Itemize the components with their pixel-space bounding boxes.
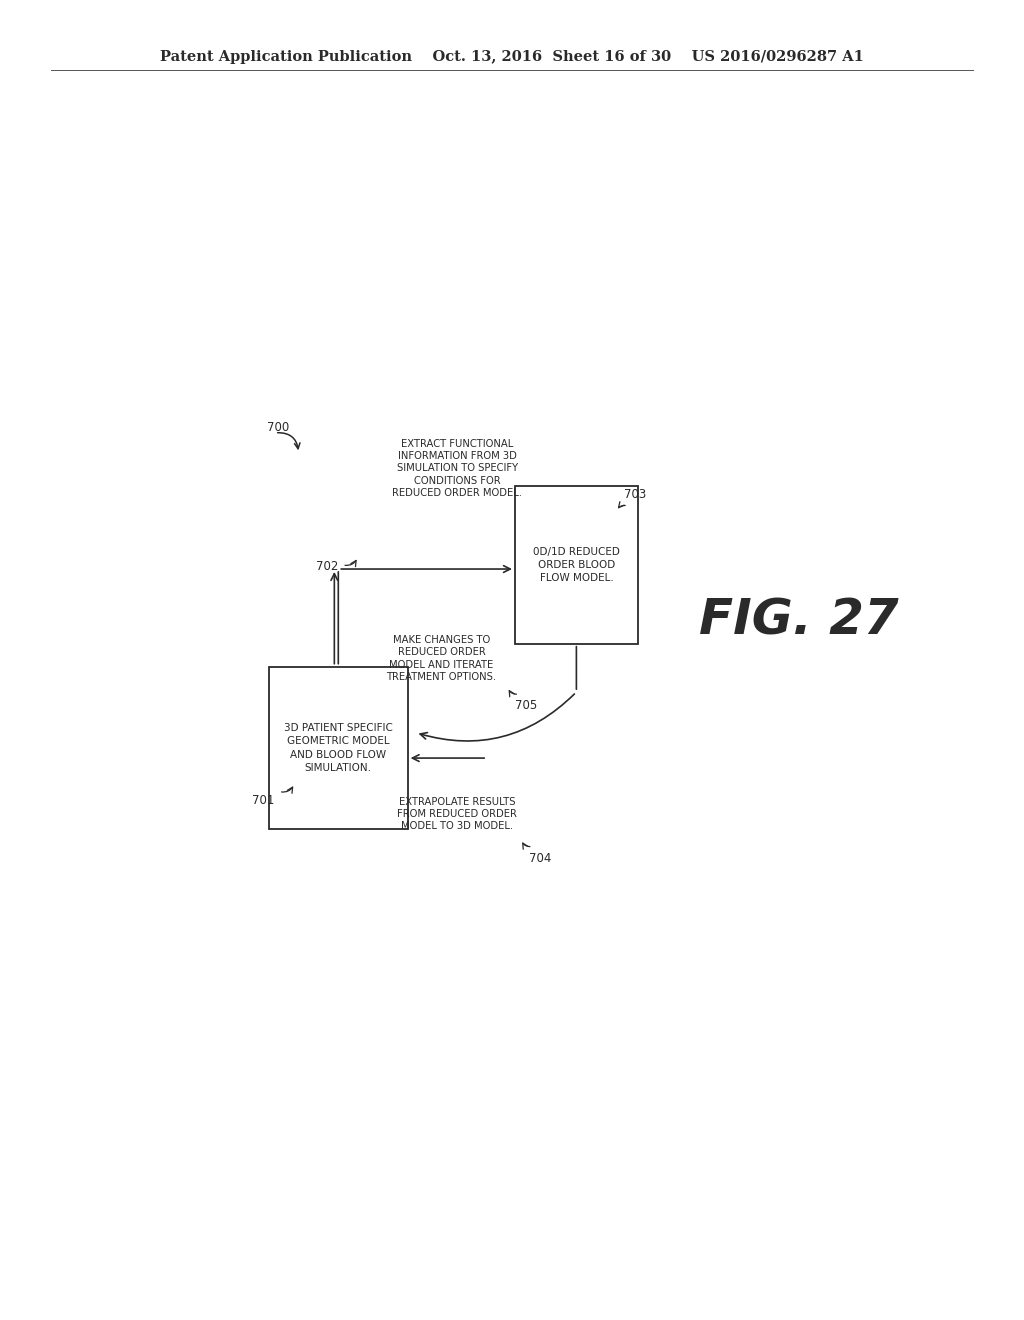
Text: 704: 704 xyxy=(528,851,551,865)
Text: MAKE CHANGES TO
REDUCED ORDER
MODEL AND ITERATE
TREATMENT OPTIONS.: MAKE CHANGES TO REDUCED ORDER MODEL AND … xyxy=(386,635,497,682)
Text: 702: 702 xyxy=(316,561,338,573)
Text: 3D PATIENT SPECIFIC
GEOMETRIC MODEL
AND BLOOD FLOW
SIMULATION.: 3D PATIENT SPECIFIC GEOMETRIC MODEL AND … xyxy=(284,723,393,772)
Text: 700: 700 xyxy=(267,421,289,434)
Bar xyxy=(269,667,408,829)
Text: 0D/1D REDUCED
ORDER BLOOD
FLOW MODEL.: 0D/1D REDUCED ORDER BLOOD FLOW MODEL. xyxy=(532,546,620,583)
Text: 703: 703 xyxy=(624,488,646,500)
Bar xyxy=(515,486,638,644)
Text: EXTRACT FUNCTIONAL
INFORMATION FROM 3D
SIMULATION TO SPECIFY
CONDITIONS FOR
REDU: EXTRACT FUNCTIONAL INFORMATION FROM 3D S… xyxy=(392,438,522,498)
Text: EXTRAPOLATE RESULTS
FROM REDUCED ORDER
MODEL TO 3D MODEL.: EXTRAPOLATE RESULTS FROM REDUCED ORDER M… xyxy=(397,796,517,832)
Text: 701: 701 xyxy=(253,793,274,807)
Text: FIG. 27: FIG. 27 xyxy=(699,597,899,645)
Text: Patent Application Publication    Oct. 13, 2016  Sheet 16 of 30    US 2016/02962: Patent Application Publication Oct. 13, … xyxy=(160,50,864,63)
Text: 705: 705 xyxy=(515,700,538,711)
